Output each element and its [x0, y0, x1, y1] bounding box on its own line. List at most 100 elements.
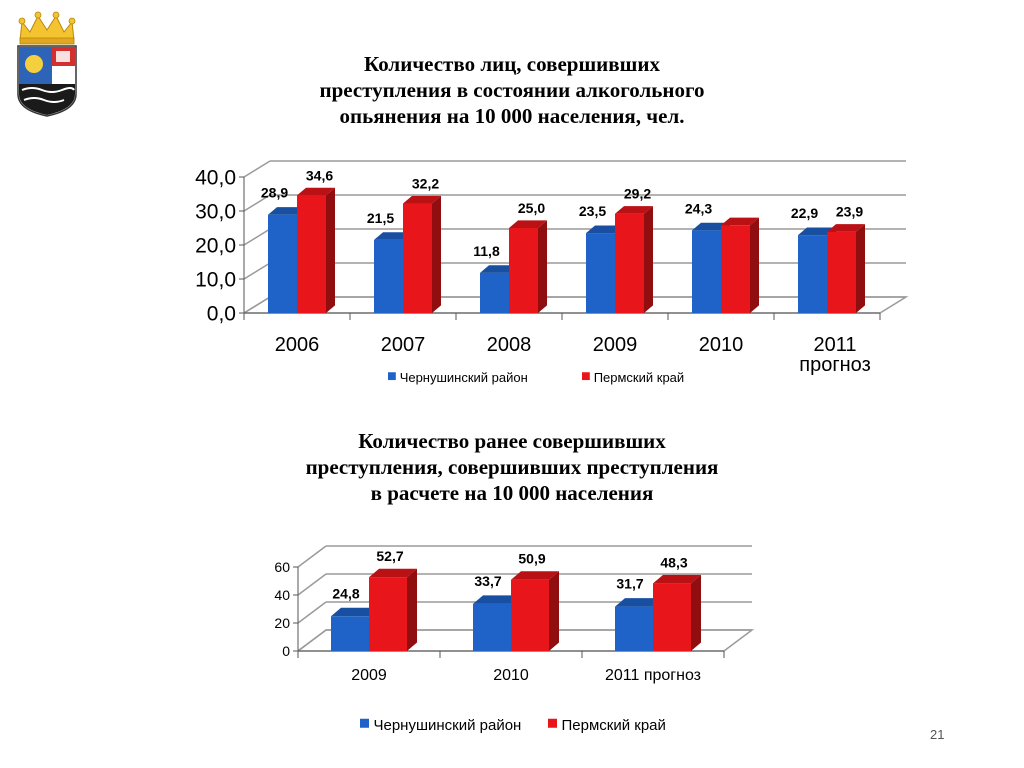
bar — [586, 233, 615, 313]
bar-top — [721, 217, 759, 226]
legend-swatch — [548, 718, 557, 728]
x-tick-label: прогноз — [799, 354, 870, 376]
y-tick-label: 40 — [274, 587, 290, 603]
data-label: 50,9 — [518, 551, 545, 567]
data-label: 24,8 — [332, 585, 359, 601]
gridline-side — [297, 601, 327, 624]
bar-side — [538, 220, 547, 313]
data-label: 32,2 — [412, 176, 439, 192]
bar-top — [374, 232, 412, 240]
bar-side — [432, 195, 441, 313]
gridline-side — [297, 573, 327, 596]
bar — [615, 213, 644, 313]
x-tick-label: 2010 — [493, 667, 529, 684]
bar-top — [511, 571, 559, 580]
data-label: 23,9 — [836, 204, 863, 220]
x-tick-label: 2006 — [275, 334, 320, 356]
data-label: 33,7 — [474, 573, 501, 589]
bar-side — [691, 574, 701, 651]
page-number: 21 — [930, 727, 945, 742]
bar-top — [798, 227, 836, 236]
bar — [615, 606, 653, 651]
chart1-title-line: преступления в состоянии алкогольного — [319, 78, 705, 102]
bar-side — [326, 187, 335, 313]
chart2-title-line: преступления, совершивших преступления — [305, 455, 719, 479]
chart2-title-line: в расчете на 10 000 населения — [370, 481, 654, 505]
x-tick-label: 2011 прогноз — [605, 667, 701, 684]
bar — [473, 603, 511, 651]
bar-top — [586, 225, 624, 234]
bar-top — [509, 220, 547, 228]
bar-side — [407, 568, 417, 651]
bar-top — [692, 222, 730, 231]
y-tick-label: 30,0 — [195, 201, 236, 224]
bar-top — [480, 265, 518, 273]
data-label: 11,8 — [473, 243, 500, 259]
data-label: 31,7 — [616, 576, 643, 592]
chart1-title-line: Количество лиц, совершивших — [364, 52, 660, 76]
data-label: 23,5 — [579, 203, 606, 219]
bar — [509, 228, 538, 313]
data-label: 21,5 — [367, 210, 394, 226]
bar-top — [403, 195, 441, 204]
gridline-side — [243, 262, 271, 280]
data-label: 22,9 — [791, 205, 818, 221]
legend-label: Пермский край — [562, 717, 666, 734]
bar-side — [856, 224, 865, 313]
legend-swatch — [388, 372, 396, 381]
gridline-side — [243, 194, 271, 212]
legend-label: Пермский край — [594, 370, 684, 385]
bar-top — [331, 607, 379, 617]
y-tick-label: 20,0 — [195, 235, 236, 258]
bar-top — [827, 224, 865, 232]
bar — [374, 239, 403, 313]
bar — [798, 235, 827, 313]
y-tick-label: 60 — [274, 559, 290, 575]
x-tick-label: 2008 — [487, 334, 532, 356]
y-tick-label: 0 — [282, 643, 290, 659]
x-tick-label: 2009 — [351, 667, 387, 684]
bar-top — [268, 207, 306, 215]
bar — [827, 231, 856, 313]
bar-top — [369, 568, 417, 578]
y-tick-label: 10,0 — [195, 269, 236, 292]
x-tick-label: 2010 — [699, 334, 744, 356]
bar — [511, 579, 549, 651]
bar — [403, 203, 432, 313]
legend-swatch — [582, 372, 590, 381]
bar-top — [297, 187, 335, 196]
bar — [692, 230, 721, 313]
chart2-plot: 0 20 40 60 24,8 52,7 2009 33,7 50,9 2010 31,7 48,3 2… — [274, 545, 755, 734]
bar — [653, 583, 691, 651]
data-label: 52,7 — [376, 548, 403, 564]
gridline-side — [297, 545, 327, 568]
bar — [331, 616, 369, 651]
bar-top — [615, 206, 653, 214]
y-tick-label: 0,0 — [207, 303, 236, 326]
bar-top — [653, 574, 701, 584]
x-tick-label: 2011 — [813, 334, 856, 356]
legend-swatch — [360, 718, 369, 728]
data-label: 28,9 — [261, 185, 288, 201]
data-label: 34,6 — [306, 167, 333, 183]
chart1-title: Количество лиц, совершивших преступления… — [0, 51, 1024, 129]
bar — [480, 272, 509, 313]
bar-top — [615, 598, 663, 607]
bar — [369, 577, 407, 651]
data-label: 29,2 — [624, 186, 651, 202]
legend-label: Чернушинский район — [400, 370, 528, 385]
x-tick-label: 2007 — [381, 334, 426, 356]
chart2-title-line: Количество ранее совершивших — [358, 429, 666, 453]
legend-label: Чернушинский район — [374, 717, 522, 734]
coat-of-arms-emblem — [17, 11, 77, 117]
bar-side — [750, 217, 759, 313]
bar — [721, 225, 750, 313]
chart1-plot: 0,0 10,0 20,0 30,0 40,0 28,9 34,6 2006 21,5 32,2 2… — [195, 160, 909, 385]
bar-side — [549, 571, 559, 651]
y-tick-label: 40,0 — [195, 167, 236, 190]
gridline-side — [243, 160, 271, 178]
data-label: 48,3 — [660, 554, 687, 570]
bar-top — [473, 595, 521, 604]
data-label: 25,0 — [518, 200, 545, 216]
data-label: 24,3 — [685, 200, 712, 216]
